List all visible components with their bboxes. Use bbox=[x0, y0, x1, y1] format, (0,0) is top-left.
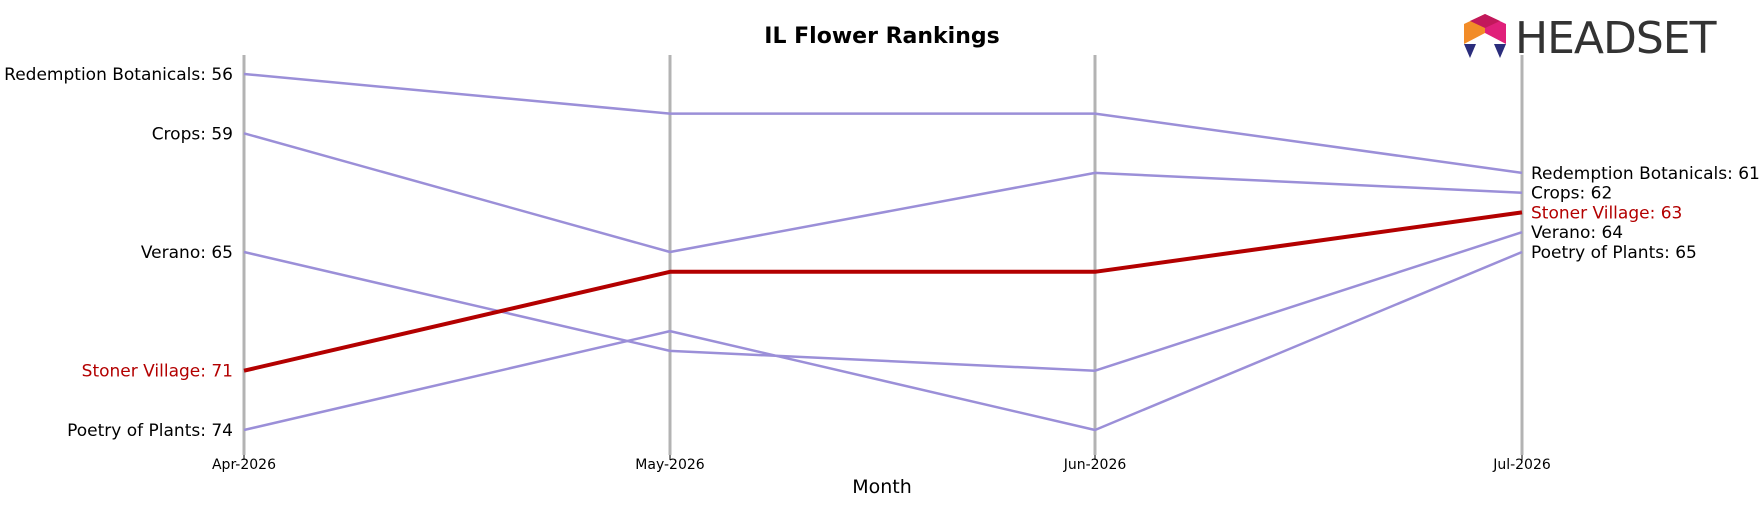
start-label: Redemption Botanicals: 56 bbox=[4, 65, 233, 85]
x-tick-label: Jun-2026 bbox=[1063, 457, 1127, 473]
end-label: Redemption Botanicals: 61 bbox=[1531, 164, 1760, 184]
series-line-verano bbox=[243, 231, 1523, 372]
end-label: Poetry of Plants: 65 bbox=[1531, 243, 1697, 263]
chart-title: IL Flower Rankings bbox=[764, 24, 999, 49]
end-label: Stoner Village: 63 bbox=[1531, 203, 1682, 223]
month-gridlines bbox=[242, 55, 1524, 455]
start-label: Stoner Village: 71 bbox=[82, 362, 233, 382]
end-label: Verano: 64 bbox=[1531, 223, 1623, 243]
headset-logo: HEADSET bbox=[1464, 13, 1718, 64]
x-axis-label: Month bbox=[852, 476, 912, 498]
series-line-stoner-village bbox=[243, 210, 1523, 373]
logo-text: HEADSET bbox=[1515, 13, 1717, 64]
start-label: Verano: 65 bbox=[141, 243, 233, 263]
start-label: Poetry of Plants: 74 bbox=[67, 421, 233, 441]
x-tick-label: Jul-2026 bbox=[1492, 457, 1551, 473]
end-label: Crops: 62 bbox=[1531, 184, 1612, 204]
series-line-crops bbox=[243, 132, 1523, 254]
x-tick-label: May-2026 bbox=[635, 457, 704, 473]
series-line-poetry-of-plants bbox=[243, 250, 1523, 432]
headset-logo-icon bbox=[1464, 14, 1506, 58]
start-label: Crops: 59 bbox=[152, 124, 233, 144]
series-lines bbox=[243, 72, 1523, 432]
x-tick-label: Apr-2026 bbox=[212, 457, 276, 473]
start-labels: Redemption Botanicals: 56 Crops: 59 Verano… bbox=[4, 65, 233, 441]
x-tick-labels: Apr-2026 May-2026 Jun-2026 Jul-2026 bbox=[212, 455, 1551, 473]
series-line-redemption-botanicals bbox=[243, 72, 1523, 175]
